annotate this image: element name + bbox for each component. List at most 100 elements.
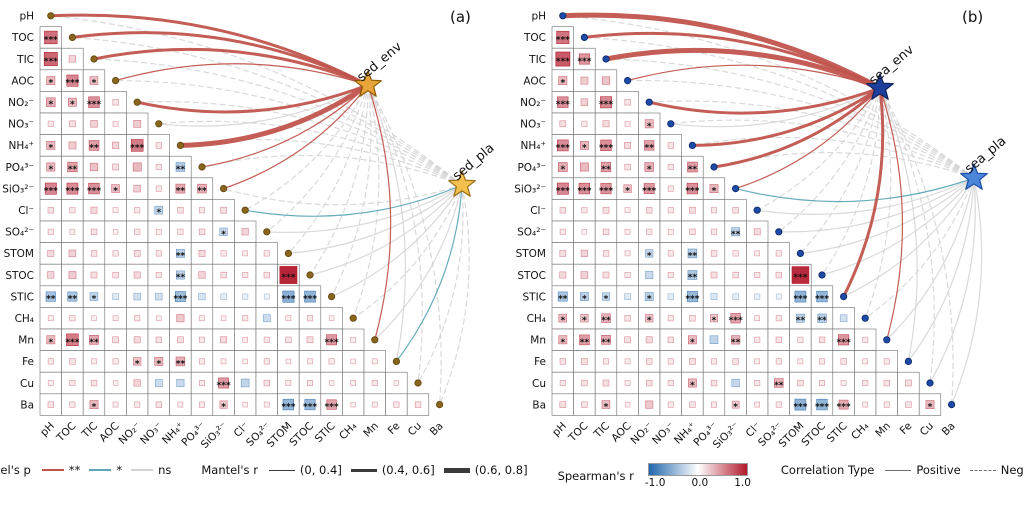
corr-type-swatch-0 (885, 469, 912, 471)
row-label: NO₃⁻ (8, 119, 34, 131)
significance-stars: *** (217, 381, 231, 391)
spearman-square (643, 183, 655, 194)
row-label: PO₄³⁻ (5, 162, 34, 174)
significance-stars: *** (44, 35, 58, 45)
spearman-square (667, 336, 674, 343)
column-label: NO₃⁻ (650, 420, 677, 447)
spearman-square (555, 51, 571, 67)
spearman-square (112, 229, 119, 235)
significance-stars: *** (642, 187, 656, 197)
row-label: SO₄²⁻ (5, 227, 34, 239)
significance-stars: *** (65, 187, 79, 197)
mantel-edge (647, 86, 882, 115)
mantel-edge (778, 87, 881, 233)
spearman-square (47, 250, 55, 257)
sea-pla-star (960, 163, 988, 190)
significance-stars: *** (793, 273, 807, 283)
spearman-square (90, 379, 98, 387)
mantels-r-item-0: (0, 0.4] (268, 463, 342, 477)
significance-stars: ** (688, 165, 698, 175)
spearman-square (600, 183, 612, 195)
diagonal-dot (306, 271, 314, 279)
diagonal-dot (602, 55, 610, 63)
spearman-square (646, 207, 653, 214)
diagonal-dot (710, 163, 718, 171)
panel-b: ****** ******* ******* * *** *** ** * ***** *** **… (514, 8, 1009, 451)
significance-stars: *** (65, 79, 79, 89)
column-label: Ba (428, 420, 446, 438)
spearman-square (600, 161, 612, 173)
spearman-square (816, 398, 828, 411)
spearman-square (600, 96, 613, 109)
spearman-square (112, 336, 119, 344)
significance-stars: * (647, 122, 652, 132)
spearman-square (687, 378, 697, 388)
spearman-square (646, 228, 653, 235)
spearman-square (624, 380, 631, 386)
diagonal-dot (753, 206, 761, 214)
spearman-square (559, 250, 567, 257)
spearman-square (601, 334, 611, 345)
spearman-square (112, 141, 120, 149)
spearman-square (285, 358, 292, 365)
spearman-square (624, 293, 631, 300)
significance-stars: ** (688, 273, 698, 283)
spearman-square (89, 76, 99, 85)
sed-pla-label: sed_pla (450, 141, 497, 184)
row-label: pH (19, 11, 34, 23)
mantel-edge (158, 84, 369, 127)
spearman-square (66, 333, 79, 346)
spearman-square (667, 315, 674, 322)
spearman-square (175, 162, 186, 172)
significance-stars: ** (176, 187, 186, 197)
spearman-square (263, 358, 270, 365)
spearman-square (624, 207, 631, 214)
spearman-square (556, 139, 569, 152)
mantel-edge (864, 87, 892, 319)
spearman-square (581, 207, 588, 214)
significance-stars: * (604, 295, 609, 305)
spearman-square (220, 293, 227, 300)
mantels-p-item-2-label: ns (158, 463, 172, 477)
row-label: Mn (18, 335, 34, 347)
row-label: Cu (532, 378, 546, 390)
significance-stars: *** (281, 403, 295, 413)
mantel-edge (201, 154, 463, 186)
mantels-p-item-2: ns (131, 463, 171, 477)
spearman-square (581, 358, 588, 365)
spearman-square (47, 207, 54, 214)
spearman-square (112, 163, 119, 171)
mantel-edge (244, 184, 463, 217)
spearman-square (133, 357, 142, 366)
spearman-square (198, 271, 206, 279)
significance-stars: ** (731, 230, 741, 240)
spearman-square (220, 250, 227, 257)
spearman-square (175, 356, 186, 367)
significance-stars: ** (558, 295, 568, 305)
spearman-square (883, 358, 890, 365)
spearman-square (133, 120, 142, 128)
spearman-square (689, 228, 696, 235)
mantel-edge (821, 87, 881, 276)
spearman-square (709, 314, 718, 323)
spearman-square (350, 358, 356, 365)
spearman-square (90, 206, 98, 214)
column-label: CH₄ (337, 420, 359, 442)
diagonal-dot (176, 141, 184, 149)
significance-stars: * (625, 187, 630, 197)
spearman-square (240, 378, 250, 388)
spearman-square (304, 399, 316, 411)
spearman-square (175, 291, 186, 302)
significance-stars: * (156, 208, 161, 218)
spearman-square (905, 401, 912, 408)
mantel-edge (115, 63, 369, 86)
spearman-square (242, 250, 249, 257)
spearman-square (624, 228, 631, 235)
spearman-square (112, 99, 119, 106)
spearman-square (68, 55, 76, 63)
spearman-square (66, 182, 79, 195)
mantel-edge (417, 184, 464, 384)
spearman-square (155, 401, 162, 408)
column-label: STOC (799, 420, 828, 449)
spearman-square (198, 228, 206, 235)
